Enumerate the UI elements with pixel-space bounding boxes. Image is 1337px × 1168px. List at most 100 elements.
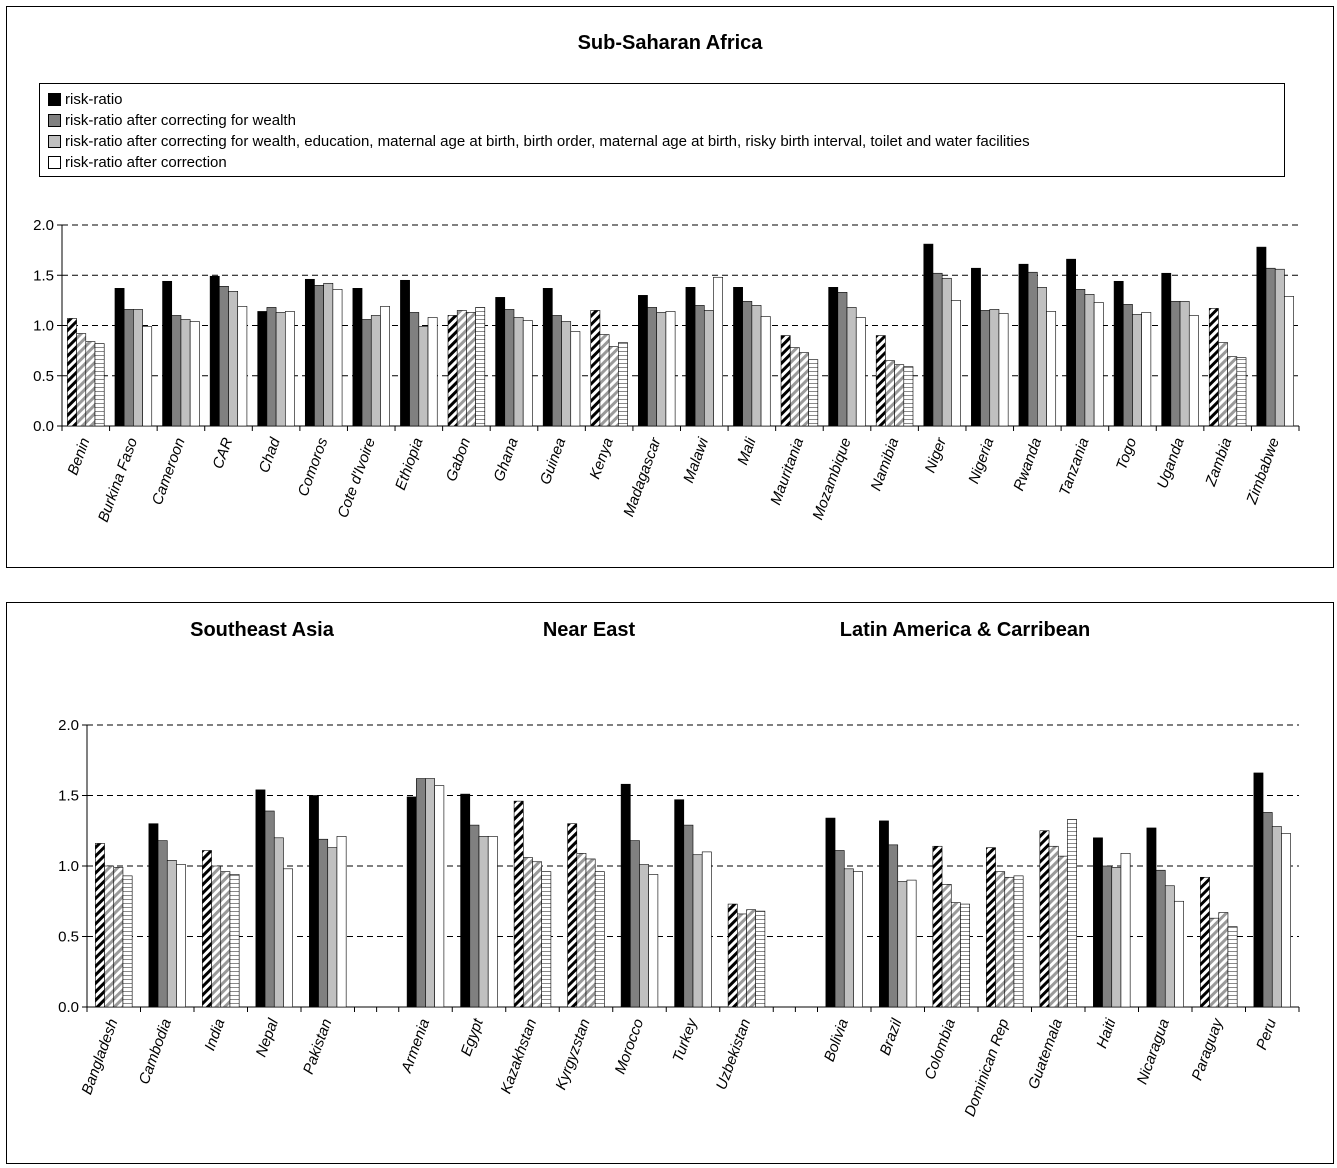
bar-armenia-risk-ratio (406, 796, 417, 1008)
bar-dominican-rep-multi (1004, 876, 1015, 1008)
bar-ghana-wealth (504, 309, 515, 427)
bar-nigeria-multi (989, 309, 1000, 427)
bar-egypt-wealth (469, 824, 480, 1008)
bar-bolivia-multi (843, 868, 854, 1008)
bar-gabon-wealth (456, 310, 467, 427)
bar-group-bangladesh (95, 843, 133, 1008)
x-tick-label-egypt: Egypt (458, 1016, 487, 1059)
region-title-latin-america-carribean: Latin America & Carribean (840, 619, 1090, 641)
sub-saharan-africa-panel: Sub-Saharan Africa 0.0 0.5 1.0 1.5 2.0 Benin Bu… (6, 6, 1334, 568)
bar-turkey-corrected (701, 851, 712, 1008)
bar-turkey-risk-ratio (674, 799, 685, 1008)
bar-group-malawi (685, 276, 723, 427)
bar-nepal-wealth (264, 810, 275, 1008)
bar-group-mozambique (828, 287, 866, 427)
bar-paraguay-corrected (1227, 926, 1238, 1008)
bar-uganda-corrected (1188, 315, 1199, 427)
bar-group-ethiopia (400, 279, 438, 427)
bar-mauritania-wealth (789, 347, 800, 427)
bar-mauritania-risk-ratio (780, 335, 791, 427)
legend-item-risk-ratio: risk-ratio (48, 89, 1276, 110)
x-tick-label-turkey: Turkey (669, 1015, 701, 1064)
bar-india-multi (220, 871, 231, 1008)
bar-group-guatemala (1039, 819, 1077, 1008)
bar-bangladesh-wealth (104, 865, 115, 1008)
bar-morocco-wealth (629, 840, 640, 1008)
bar-niger-multi (941, 277, 952, 427)
bar-brazil-wealth (888, 844, 899, 1008)
bar-nicaragua-risk-ratio (1146, 827, 1157, 1008)
x-tick-label-zambia: Zambia (1202, 436, 1235, 490)
bar-dominican-rep-corrected (1013, 875, 1024, 1008)
y-tick-label: 1.5 (58, 788, 79, 805)
bar-guatemala-wealth (1048, 845, 1059, 1008)
bar-group-benin (67, 318, 105, 427)
x-tick-label-ethiopia: Ethiopia (392, 436, 427, 493)
bar-nepal-corrected (283, 868, 293, 1008)
bar-comoros-wealth (314, 284, 324, 427)
bar-mauritania-corrected (808, 359, 819, 427)
bar-gabon-risk-ratio (447, 315, 458, 427)
bar-guatemala-corrected (1067, 819, 1077, 1008)
bar-group-mauritania (780, 335, 819, 427)
x-tick-label-colombia: Colombia (921, 1017, 959, 1082)
bar-colombia-corrected (960, 903, 970, 1008)
bar-group-niger (923, 243, 961, 427)
bar-group-cameroon (162, 280, 200, 427)
bar-ethiopia-multi (418, 326, 429, 427)
bar-burkina-faso-risk-ratio (114, 288, 125, 427)
bar-colombia-risk-ratio (932, 845, 943, 1008)
bar-peru-wealth (1262, 812, 1273, 1008)
x-tick-label-kazakhstan: Kazakhstan (497, 1017, 540, 1096)
bar-ethiopia-corrected (427, 317, 438, 427)
x-tick-label-rwanda: Rwanda (1010, 436, 1045, 494)
bar-cambodia-corrected (176, 864, 186, 1008)
bar-kenya-corrected (618, 342, 628, 427)
bar-benin-multi (85, 341, 96, 427)
bar-brazil-corrected (906, 879, 917, 1008)
bar-guinea-risk-ratio (542, 288, 553, 427)
bar-burkina-faso-multi (133, 309, 143, 427)
bar-zambia-risk-ratio (1208, 308, 1219, 427)
bar-bangladesh-multi (113, 867, 124, 1008)
bar-group-nicaragua (1146, 827, 1184, 1008)
legend-item-corrected: risk-ratio after correction (48, 152, 1276, 173)
legend-swatch-wealth (48, 114, 61, 127)
bar-group-car (209, 275, 248, 427)
bar-namibia-multi (894, 364, 905, 427)
bar-ghana-multi (513, 317, 524, 427)
bar-dominican-rep-wealth (995, 871, 1006, 1008)
bar-car-wealth (219, 286, 229, 427)
bar-group-nigeria (971, 267, 1009, 427)
bar-guatemala-multi (1057, 855, 1068, 1008)
bar-group-ghana (495, 297, 533, 427)
bar-comoros-corrected (332, 289, 343, 427)
bar-burkina-faso-wealth (123, 309, 134, 427)
bar-nicaragua-wealth (1155, 869, 1166, 1008)
bar-morocco-multi (639, 864, 649, 1008)
bar-chad-risk-ratio (257, 311, 268, 427)
bar-group-tanzania (1066, 258, 1104, 427)
bar-uganda-wealth (1170, 301, 1181, 427)
bar-pakistan-corrected (336, 836, 347, 1008)
bar-zambia-corrected (1236, 357, 1247, 427)
bar-cote-d-ivoire-wealth (361, 319, 372, 427)
bar-uganda-risk-ratio (1161, 272, 1172, 427)
bar-group-zambia (1208, 308, 1247, 427)
bar-kenya-multi (608, 346, 619, 427)
x-tick-label-guatemala: Guatemala (1025, 1017, 1066, 1092)
chart-legend: risk-ratio risk-ratio after correcting f… (39, 83, 1285, 177)
bar-bolivia-corrected (853, 871, 863, 1008)
bar-madagascar-risk-ratio (638, 295, 648, 427)
x-tick-label-uganda: Uganda (1154, 436, 1188, 491)
bar-niger-risk-ratio (923, 243, 934, 427)
bar-group-egypt (460, 793, 498, 1008)
chart-title: Sub-Saharan Africa (578, 32, 764, 54)
x-tick-label-nigeria: Nigeria (965, 436, 997, 486)
bar-namibia-risk-ratio (875, 335, 886, 427)
region-title-southeast-asia: Southeast Asia (190, 619, 335, 641)
bar-group-namibia (875, 335, 914, 427)
x-tick-label-brazil: Brazil (877, 1016, 906, 1058)
bar-group-paraguay (1200, 876, 1238, 1008)
regional-chart: Southeast Asia Near East Latin America & C… (58, 619, 1300, 1119)
